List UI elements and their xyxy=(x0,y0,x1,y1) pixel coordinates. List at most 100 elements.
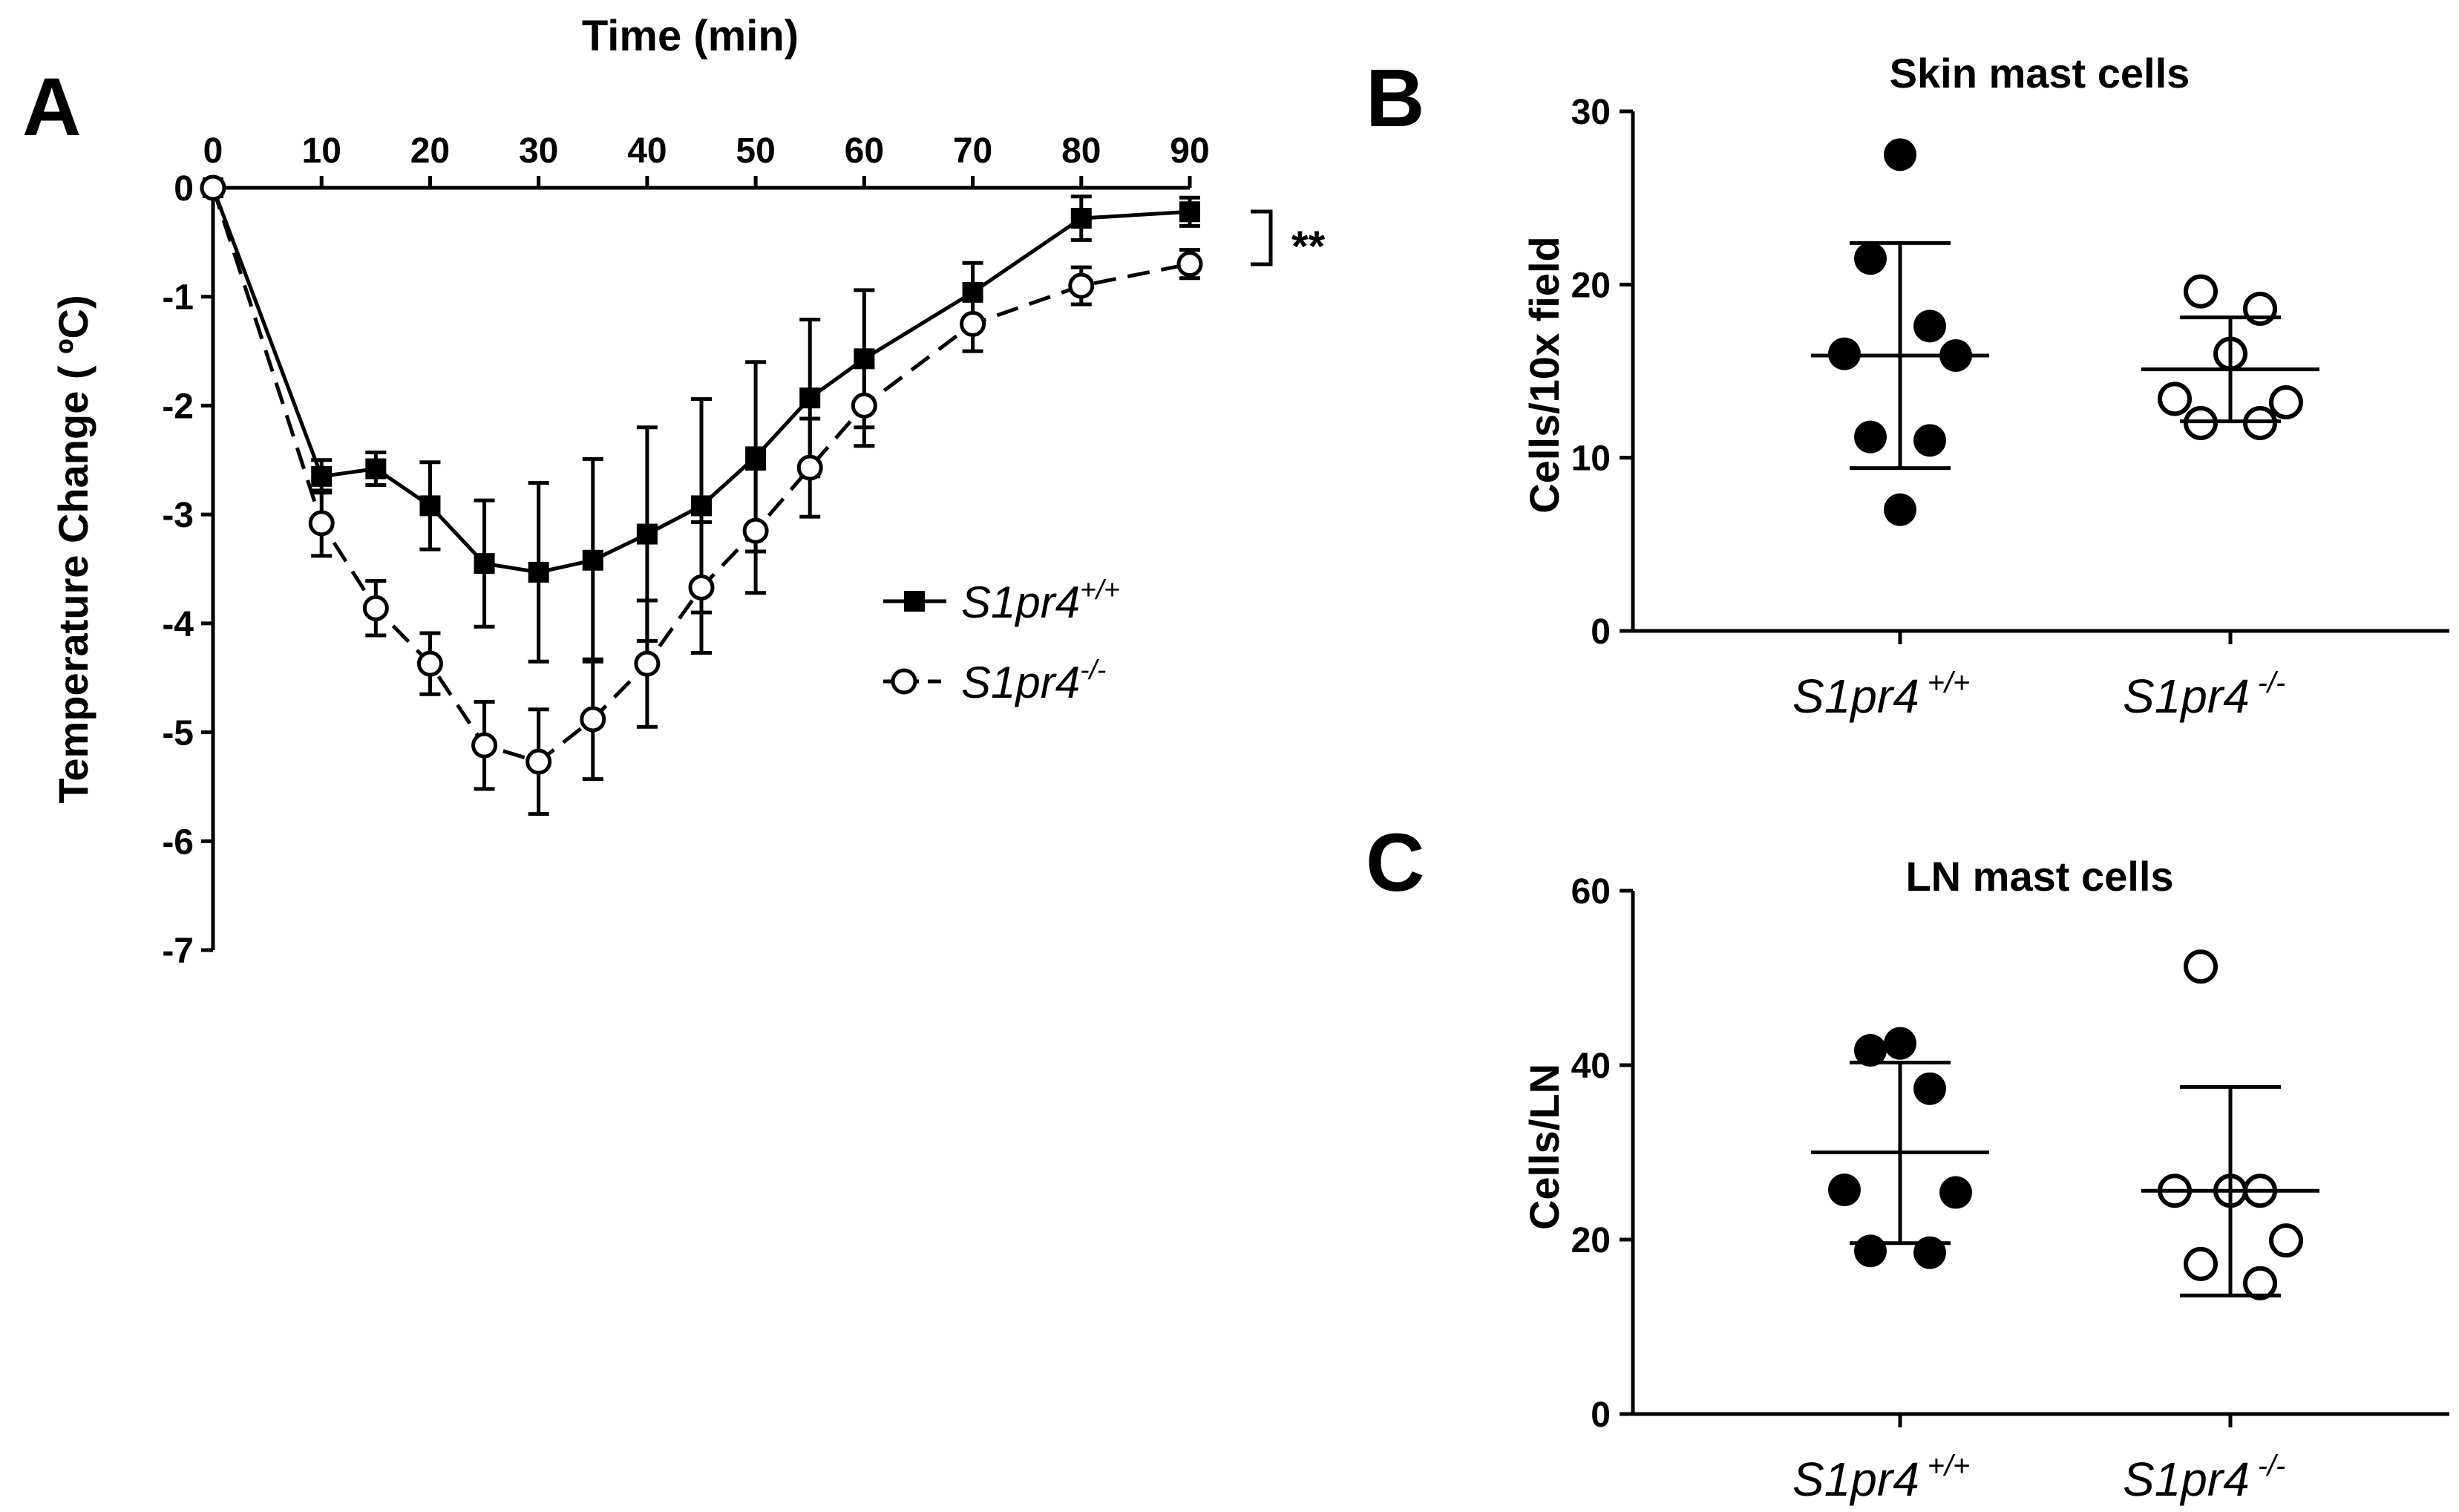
panel-label-a: A xyxy=(22,62,81,153)
panel-a-series-wildtype xyxy=(203,177,1200,664)
panel-c-data-point xyxy=(1854,1034,1887,1067)
panel-b-data-point xyxy=(1854,420,1887,454)
panel-b-data-point xyxy=(1913,310,1946,343)
panel-c-data-point xyxy=(1884,1027,1916,1060)
panel-label-b: B xyxy=(1366,53,1424,144)
panel-b-y-tick-label: 20 xyxy=(1571,266,1611,305)
significance-bracket xyxy=(1251,209,1273,266)
panel-b-x-tick-label: S1pr4 -/- xyxy=(2123,667,2285,723)
panel-a-data-point xyxy=(365,458,387,480)
panel-a-data-point xyxy=(308,510,335,537)
panel-c-data-point xyxy=(1854,1234,1887,1268)
panel-c-title: LN mast cells xyxy=(1905,853,2173,900)
panel-a-data-point xyxy=(416,650,443,677)
panel-a-data-point xyxy=(799,387,821,409)
panel-a-data-point xyxy=(1176,251,1203,278)
panel-c-data-point xyxy=(2243,1266,2277,1300)
panel-c-data-point xyxy=(1939,1176,1972,1209)
panel-a-y-tick-label: -6 xyxy=(162,822,194,862)
panel-a-y-axis-title: Temperature Change ( ºC) xyxy=(50,295,96,803)
panel-a-y-tick-label: -3 xyxy=(162,496,194,535)
panel-c-data-point xyxy=(1828,1174,1861,1207)
panel-a-y-tick-label: -5 xyxy=(162,714,194,753)
panel-c-y-tick-label: 60 xyxy=(1571,872,1611,912)
panel-a-x-tick-label: 20 xyxy=(410,131,450,171)
panel-a-data-point xyxy=(688,574,715,600)
legend-marker-knockout xyxy=(891,668,917,695)
panel-c-data-point xyxy=(2184,1246,2218,1281)
panel-c-y-tick-label: 40 xyxy=(1571,1047,1611,1086)
panel-b-group-knockout xyxy=(2141,274,2319,440)
panel-label-c: C xyxy=(1366,817,1424,909)
panel-b-data-point xyxy=(2184,274,2218,309)
panel-c-y-tick-label: 0 xyxy=(1591,1395,1611,1435)
panel-a-data-point xyxy=(1070,208,1092,229)
panel-a-y-tick-label: 0 xyxy=(174,169,194,209)
panel-a-x-tick-label: 10 xyxy=(302,131,341,171)
panel-b-data-point xyxy=(1854,242,1887,275)
panel-a-x-tick-label: 70 xyxy=(953,131,992,171)
panel-a-legend: S1pr4+/+ S1pr4-/- xyxy=(883,574,1120,707)
panel-a-data-point xyxy=(636,523,658,545)
panel-a-data-point xyxy=(580,706,606,733)
panel-c-group-knockout xyxy=(2141,949,2319,1300)
panel-b-data-point xyxy=(2269,385,2303,419)
panel-a-x-tick-label: 50 xyxy=(736,131,775,171)
panel-a-data-point xyxy=(796,454,823,481)
panel-a-y-tick-label: -4 xyxy=(162,605,194,644)
panel-a-x-tick-label: 0 xyxy=(203,131,223,171)
panel-c-y-tick-label: 20 xyxy=(1571,1221,1611,1260)
panel-a-data-point xyxy=(745,446,767,468)
panel-a-x-tick-label: 90 xyxy=(1170,131,1209,171)
legend-label-wildtype: S1pr4+/+ xyxy=(961,574,1120,627)
legend-marker-wildtype xyxy=(904,591,925,612)
panel-b-data-point xyxy=(1884,138,1916,171)
panel-a-y-tick-label: -2 xyxy=(162,387,194,426)
panel-a-x-axis-title: Time (min) xyxy=(582,12,799,60)
panel-a-data-point xyxy=(691,495,712,517)
panel-a-data-point xyxy=(200,174,226,201)
panel-a-data-point xyxy=(1068,272,1095,299)
panel-b-data-point xyxy=(1913,424,1946,457)
panel-c-x-tick-label: S1pr4 -/- xyxy=(2123,1450,2285,1506)
panel-b-scatter-chart: Skin mast cells Cells/10x field 0 10 20 30 S… xyxy=(1521,50,2449,723)
panel-a-line-chart: Time (min) Temperature Change ( ºC) ** 0… xyxy=(50,12,1326,971)
panel-a-x-tick-label: 80 xyxy=(1061,131,1101,171)
panel-a-y-tick-label: -1 xyxy=(162,278,194,318)
panel-a-data-point xyxy=(525,748,552,775)
panel-a-x-tick-label: 60 xyxy=(845,131,884,171)
panel-b-y-axis-title: Cells/10x field xyxy=(1521,236,1568,514)
panel-a-data-point xyxy=(634,650,661,677)
panel-b-y-tick-label: 30 xyxy=(1571,93,1611,132)
panel-b-group-wildtype xyxy=(1811,138,1989,526)
panel-a-data-point xyxy=(311,465,333,487)
panel-a-data-point xyxy=(582,549,603,571)
panel-a-data-point xyxy=(362,595,389,621)
panel-a-data-point xyxy=(851,392,877,419)
panel-b-x-tick-label: S1pr4 +/+ xyxy=(1792,667,1970,723)
panel-a-series-knockout xyxy=(200,174,1203,816)
panel-a-y-tick-label: -7 xyxy=(162,932,194,971)
panel-a-data-point xyxy=(474,553,495,575)
panel-b-y-tick-label: 10 xyxy=(1571,439,1611,479)
panel-a-data-point xyxy=(960,310,986,337)
panel-c-scatter-chart: LN mast cells Cells/LN 0 20 40 60 S1pr4 +/+ S… xyxy=(1521,853,2449,1506)
significance-marker: ** xyxy=(1291,223,1326,271)
panel-b-title: Skin mast cells xyxy=(1890,50,2190,96)
panel-a-x-tick-label: 30 xyxy=(519,131,558,171)
panel-c-y-axis-title: Cells/LN xyxy=(1521,1064,1568,1230)
panel-c-data-point xyxy=(1913,1072,1946,1105)
panel-a-x-tick-label: 40 xyxy=(627,131,667,171)
panel-a-data-point xyxy=(419,495,441,517)
panel-c-data-point xyxy=(2184,949,2218,984)
panel-a-data-point xyxy=(528,561,549,583)
panel-b-y-tick-label: 0 xyxy=(1591,612,1611,652)
panel-b-data-point xyxy=(1884,493,1916,526)
panel-a-data-point xyxy=(1179,201,1200,223)
panel-c-data-point xyxy=(2269,1223,2303,1258)
panel-c-group-wildtype xyxy=(1811,1027,1989,1269)
legend-label-knockout: S1pr4-/- xyxy=(961,654,1106,707)
panel-a-data-point xyxy=(471,732,498,759)
panel-a-data-point xyxy=(742,517,769,544)
